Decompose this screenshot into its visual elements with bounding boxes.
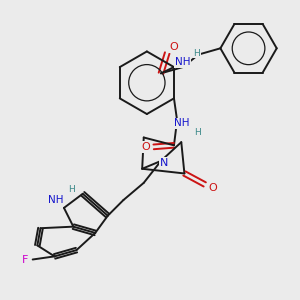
Text: O: O bbox=[208, 182, 217, 193]
Text: NH: NH bbox=[175, 57, 190, 68]
Text: O: O bbox=[141, 142, 150, 152]
Text: NH: NH bbox=[48, 195, 64, 205]
Text: F: F bbox=[22, 254, 28, 265]
Text: N: N bbox=[160, 158, 168, 167]
Text: H: H bbox=[68, 184, 75, 194]
Text: H: H bbox=[194, 128, 201, 137]
Text: O: O bbox=[169, 42, 178, 52]
Text: H: H bbox=[194, 49, 200, 58]
Text: NH: NH bbox=[174, 118, 190, 128]
